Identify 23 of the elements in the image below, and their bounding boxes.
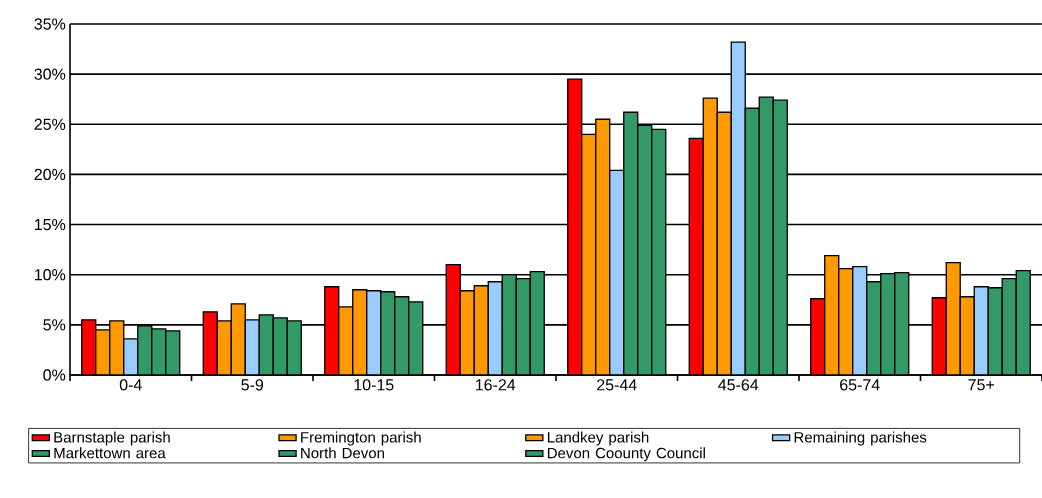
legend-label: Markettown area [54, 447, 166, 459]
x-tick-label: 0-4 [119, 379, 142, 391]
x-tick-label: 5-9 [241, 379, 264, 391]
y-tick-label: 10% [35, 269, 66, 281]
legend-label: Devon Coounty Council [547, 447, 705, 462]
x-tick-label: 75+ [968, 379, 995, 391]
legend-label: Landkey parish [547, 431, 649, 446]
x-tick-label: 16-24 [476, 379, 516, 391]
legend-label: Fremington parish [301, 431, 421, 446]
y-tick-label: 5% [43, 319, 66, 331]
x-tick-label: 45-64 [718, 379, 759, 391]
legend-label: Barnstaple parish [54, 431, 170, 446]
y-tick-label: 30% [34, 68, 66, 80]
legend-label: Remaining parishes [794, 431, 927, 446]
y-tick-label: 0% [43, 369, 66, 381]
x-tick-label: 65-74 [840, 379, 880, 391]
legend-label: North Devon [301, 447, 384, 459]
x-tick-label: 25-44 [597, 379, 637, 391]
y-tick-label: 35% [34, 18, 66, 30]
y-tick-label: 20% [34, 168, 66, 181]
x-tick-label: 10-15 [354, 379, 394, 391]
y-tick-label: 15% [35, 218, 66, 231]
y-tick-label: 25% [34, 118, 66, 130]
